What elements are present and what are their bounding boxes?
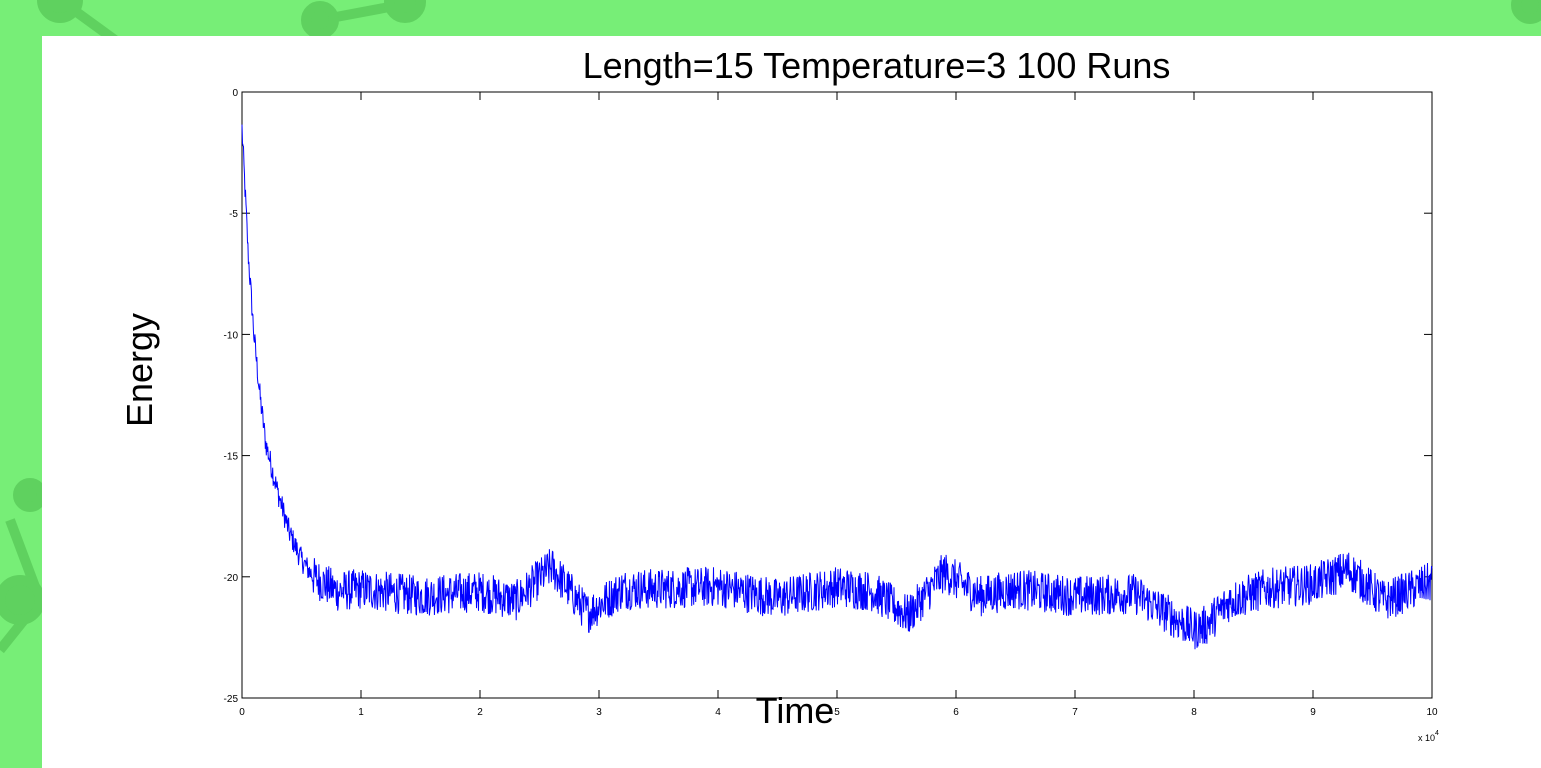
x-tick-label: 0 [239, 707, 245, 718]
energy-series-line [241, 124, 1433, 650]
chart-panel: Length=15 Temperature=3 100 Runs [42, 36, 1541, 768]
y-tick-label: -15 [224, 452, 239, 463]
x-tick-label: 4 [715, 707, 721, 718]
x-tick-label: 7 [1072, 707, 1078, 718]
y-tick-label: -5 [229, 209, 238, 220]
x-tick-label: 1 [358, 707, 364, 718]
chart-title: Length=15 Temperature=3 100 Runs [582, 45, 1171, 86]
x-tick-label: 2 [477, 707, 483, 718]
x-multiplier-label: x 10 [1418, 733, 1435, 743]
y-tick-label: -25 [224, 694, 239, 705]
x-tick-label: 8 [1191, 707, 1197, 718]
y-tick-label: -10 [224, 330, 239, 341]
x-tick-label: 5 [834, 707, 840, 718]
y-tick-label: -20 [224, 573, 239, 584]
x-axis-label: Time [755, 690, 835, 731]
x-tick-label: 9 [1310, 707, 1316, 718]
x-multiplier-exponent: 4 [1435, 730, 1439, 737]
x-tick-label: 10 [1426, 707, 1438, 718]
y-tick-label: 0 [232, 88, 238, 99]
x-tick-label: 3 [596, 707, 602, 718]
x-tick-label: 6 [953, 707, 959, 718]
